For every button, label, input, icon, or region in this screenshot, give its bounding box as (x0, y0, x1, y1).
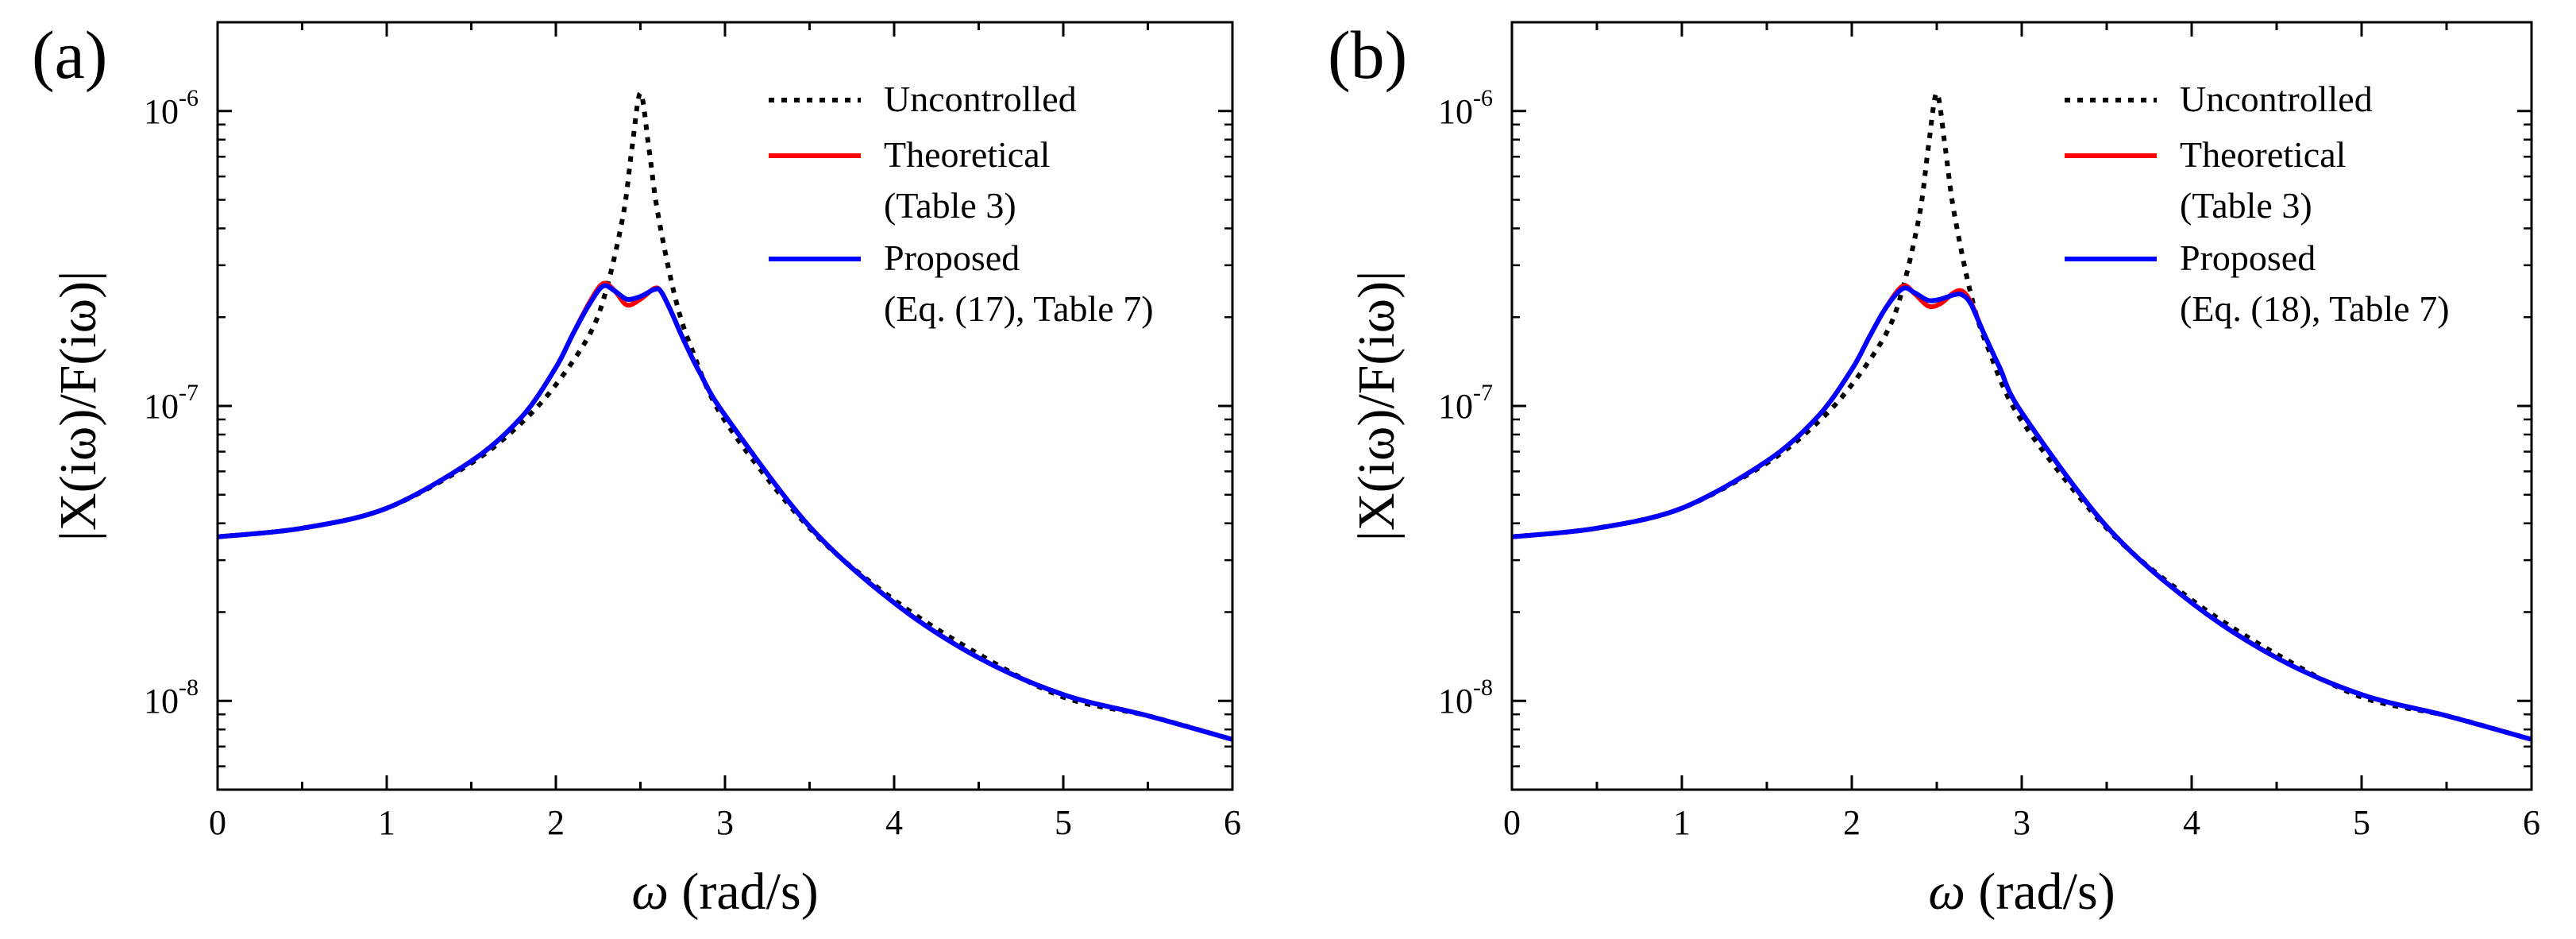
y-tick-exponent: -8 (179, 674, 199, 701)
x-tick-label: 1 (1673, 803, 1691, 842)
y-axis-title: |X(iω)/F(iω)| (1348, 271, 1406, 542)
y-tick-base: 10 (144, 387, 179, 426)
panel-label: (a) (32, 17, 107, 93)
y-tick-label: 10-7 (1438, 380, 1493, 426)
legend-note-proposed: (Eq. (18), Table 7) (2180, 288, 2450, 329)
x-tick-label: 3 (716, 803, 734, 842)
y-tick-label: 10-6 (1438, 85, 1493, 131)
y-tick-base: 10 (144, 682, 179, 721)
legend-label-proposed: Proposed (2180, 238, 2316, 278)
legend-label-theoretical: Theoretical (2180, 134, 2346, 175)
panel-label: (b) (1328, 17, 1407, 93)
x-axis-title: ω (rad/s) (1928, 863, 2115, 921)
x-tick-label: 4 (2183, 803, 2200, 842)
x-tick-label: 0 (1503, 803, 1521, 842)
y-axis-title: |X(iω)/F(iω)| (49, 271, 107, 542)
x-axis-unit: (rad/s) (1965, 863, 2115, 921)
x-tick-label: 1 (378, 803, 395, 842)
series-group (1512, 91, 2532, 742)
x-tick-label: 4 (885, 803, 903, 842)
y-tick-base: 10 (1438, 682, 1473, 721)
chart-panel-b: (b)0 1 2 3 4 5 610-810-710-6ω (rad/s)|X(iω)/F(… (1328, 17, 2540, 921)
series-group (218, 91, 1232, 742)
x-axis-symbol: ω (631, 863, 669, 921)
x-tick-label: 2 (1843, 803, 1861, 842)
y-tick-exponent: -8 (1473, 674, 1493, 701)
y-tick-label: 10-7 (144, 380, 199, 426)
y-tick-base: 10 (1438, 387, 1473, 426)
legend-label-uncontrolled: Uncontrolled (884, 79, 1077, 119)
x-axis-symbol: ω (1928, 863, 1965, 921)
y-tick-label: 10-8 (1438, 674, 1493, 721)
y-tick-exponent: -6 (1473, 85, 1493, 111)
plot-frame (1510, 21, 2533, 791)
y-tick-base: 10 (1438, 92, 1473, 131)
legend-note-theoretical: (Table 3) (2180, 185, 2312, 226)
series-line-proposed (218, 283, 1232, 742)
y-tick-label: 10-8 (144, 674, 199, 721)
y-tick-exponent: -7 (1473, 380, 1493, 406)
x-tick-label: 3 (2013, 803, 2030, 842)
x-tick-label: 0 (209, 803, 226, 842)
y-tick-exponent: -7 (179, 380, 199, 406)
series-line-proposed (1512, 285, 2532, 742)
series-line-theoretical (218, 280, 1232, 742)
legend-label-proposed: Proposed (884, 238, 1020, 278)
x-tick-label: 6 (1224, 803, 1241, 842)
x-axis-unit: (rad/s) (669, 863, 819, 921)
x-tick-label: 5 (2353, 803, 2370, 842)
plot-frame (216, 21, 1234, 791)
legend: Uncontrolled Theoretical (Table 3) Proposed… (769, 79, 1154, 329)
legend-note-theoretical: (Table 3) (884, 185, 1016, 226)
legend-label-uncontrolled: Uncontrolled (2180, 79, 2373, 119)
x-tick-label: 5 (1055, 803, 1072, 842)
legend: Uncontrolled Theoretical (Table 3) Proposed… (2065, 79, 2450, 329)
x-axis-title: ω (rad/s) (631, 863, 818, 921)
x-tick-label: 6 (2523, 803, 2540, 842)
legend-note-proposed: (Eq. (17), Table 7) (884, 288, 1154, 329)
y-tick-label: 10-6 (144, 85, 199, 131)
y-tick-exponent: -6 (179, 85, 199, 111)
x-tick-label: 2 (547, 803, 565, 842)
chart-panel-a: (a)0 1 2 3 4 5 610-810-710-6ω (rad/s)|X(iω)/F(… (32, 17, 1241, 921)
y-tick-base: 10 (144, 92, 179, 131)
legend-label-theoretical: Theoretical (884, 134, 1050, 175)
